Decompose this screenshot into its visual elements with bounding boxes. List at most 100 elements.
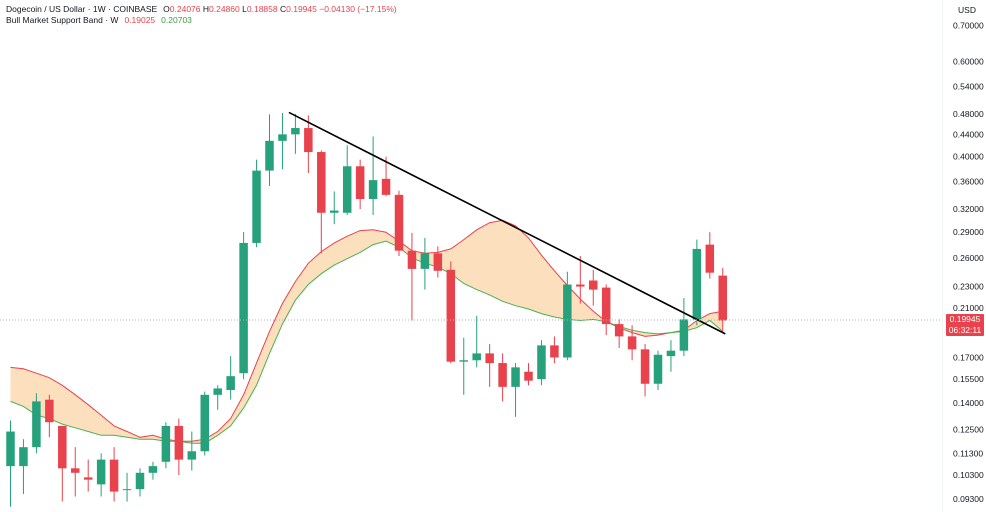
price-tick-label: 0.23000 [953, 282, 984, 292]
candle [109, 447, 119, 502]
candle [485, 344, 494, 387]
candle-body [705, 244, 715, 273]
candle [265, 114, 274, 187]
candle-body [653, 354, 663, 384]
price-tick-label: 0.40000 [953, 152, 984, 162]
candle [640, 344, 650, 397]
candle-body [381, 178, 391, 195]
candle [213, 385, 222, 410]
candle [550, 336, 559, 364]
candle-body [679, 319, 689, 351]
band-high-value: 0.20703 [161, 15, 192, 25]
candle-body [330, 210, 339, 213]
candle [420, 237, 430, 290]
candle-body [45, 399, 54, 423]
candle [589, 269, 598, 306]
candle-body [640, 349, 650, 384]
candle [239, 232, 248, 380]
candle [252, 159, 261, 248]
candle [96, 453, 106, 497]
currency-label[interactable]: USD [958, 5, 976, 15]
last-price-label: 0.19945 06:32:11 [946, 314, 984, 336]
candle-body [420, 253, 430, 269]
candle-body [524, 371, 533, 381]
price-tick-label: 0.32000 [953, 204, 984, 214]
candle-body [394, 194, 404, 251]
price-tick-label: 0.70000 [953, 20, 984, 30]
price-tick-label: 0.12500 [953, 425, 984, 435]
candle-body [200, 394, 209, 452]
price-tick-label: 0.48000 [953, 109, 984, 119]
indicator-legend-row[interactable]: Bull Market Support Band · W 0.19025 0.2… [6, 15, 397, 26]
price-tick-label: 0.11300 [953, 448, 983, 458]
candle [32, 393, 41, 454]
candle [718, 267, 727, 333]
candle [692, 239, 702, 326]
band-ema-line [10, 240, 724, 444]
candle [45, 394, 54, 438]
indicator-title[interactable]: Bull Market Support Band · W [6, 15, 119, 25]
candle-body [135, 472, 145, 490]
candle-body [58, 425, 67, 469]
candle [187, 431, 197, 471]
candle-body [32, 401, 41, 448]
low-key: L [242, 4, 247, 14]
candle-body [122, 489, 132, 491]
candle [627, 325, 637, 361]
price-tick-label: 0.54000 [953, 81, 984, 91]
symbol-title[interactable]: Dogecoin / US Dollar · 1W · COINBASE [6, 4, 158, 14]
candle-body [226, 376, 235, 391]
candle [304, 115, 313, 174]
candle-body [109, 459, 119, 492]
candle-body [563, 284, 572, 358]
trendline [288, 111, 726, 335]
price-tick-label: 0.14000 [953, 398, 984, 408]
high-key: H [202, 4, 210, 14]
candle [394, 190, 404, 256]
candle-body [589, 280, 598, 290]
candle-body [19, 447, 28, 467]
candle [433, 246, 443, 278]
candle [58, 425, 67, 502]
candle-body [614, 324, 624, 337]
close-key: C [279, 4, 287, 14]
candle-body [407, 250, 417, 269]
candle [446, 261, 456, 364]
candle [576, 255, 585, 304]
candle [278, 112, 287, 170]
candle-body [537, 345, 546, 380]
candle [19, 439, 28, 495]
candle-body [601, 287, 611, 325]
last-price-value: 0.19945 [949, 314, 981, 324]
candle [6, 420, 15, 507]
price-tick-label: 0.44000 [953, 129, 984, 139]
candle-body [472, 353, 481, 361]
candle-body [368, 180, 378, 200]
price-axis-separator [942, 0, 943, 512]
candle [524, 363, 533, 386]
price-tick-label: 0.15500 [953, 374, 984, 384]
candle-body [511, 367, 520, 387]
candle-body [692, 248, 702, 320]
open-key: O [163, 4, 170, 14]
candle [679, 298, 689, 357]
candle [161, 422, 171, 469]
candle-body [213, 388, 222, 395]
candle [291, 113, 300, 154]
candle [614, 319, 624, 349]
candle-body [71, 468, 80, 473]
symbol-legend-row[interactable]: Dogecoin / US Dollar · 1W · COINBASE O 0.… [6, 4, 397, 15]
close-value: 0.19945 [286, 4, 317, 14]
candle-body [278, 134, 287, 141]
candle [317, 150, 326, 254]
candle [563, 271, 572, 361]
band-low-value: 0.19025 [124, 15, 156, 25]
candle-body [627, 336, 637, 350]
candle [330, 191, 339, 225]
candle [122, 472, 132, 502]
candle [368, 136, 378, 216]
low-value: 0.18858 [246, 4, 278, 14]
candle-body [718, 275, 727, 321]
candle-body [252, 170, 261, 243]
